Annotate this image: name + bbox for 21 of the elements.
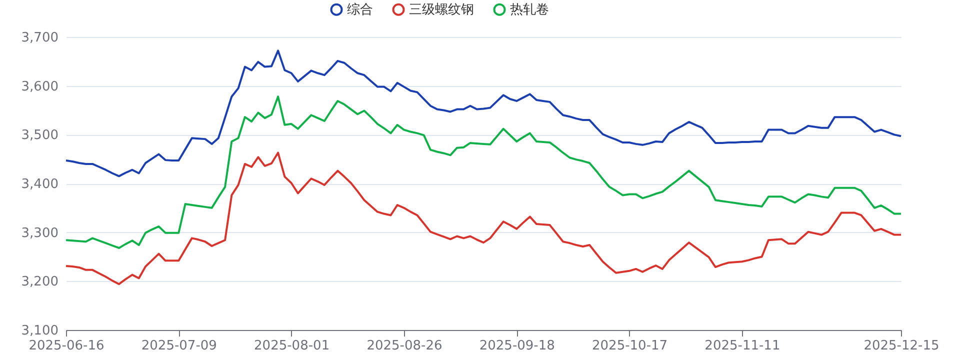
legend-label: 热轧卷 <box>510 2 549 18</box>
x-tick-label: 2025-06-16 <box>28 338 104 354</box>
y-tick-label: 3,700 <box>21 30 58 46</box>
x-tick-label: 2025-08-26 <box>366 338 442 354</box>
legend-label: 三级螺纹钢 <box>409 2 474 18</box>
x-tick-label: 2025-08-01 <box>254 338 330 354</box>
legend-label: 综合 <box>347 2 373 18</box>
y-tick-label: 3,600 <box>21 79 58 94</box>
x-tick-label: 2025-09-18 <box>479 338 555 354</box>
line-series <box>65 96 902 249</box>
y-tick-label: 3,200 <box>21 274 58 290</box>
x-tick-label: 2025-10-17 <box>592 338 668 354</box>
x-tick-label: 2025-07-09 <box>141 338 217 354</box>
line-series <box>65 50 902 178</box>
y-tick-label: 3,400 <box>21 177 58 192</box>
y-tick-label: 3,100 <box>21 324 58 338</box>
y-tick-label: 3,300 <box>21 226 58 241</box>
line-series <box>65 152 902 286</box>
x-tick-label: 2025-11-11 <box>704 338 780 354</box>
x-tick-label: 2025-12-15 <box>864 338 940 354</box>
y-tick-label: 3,500 <box>21 128 58 144</box>
